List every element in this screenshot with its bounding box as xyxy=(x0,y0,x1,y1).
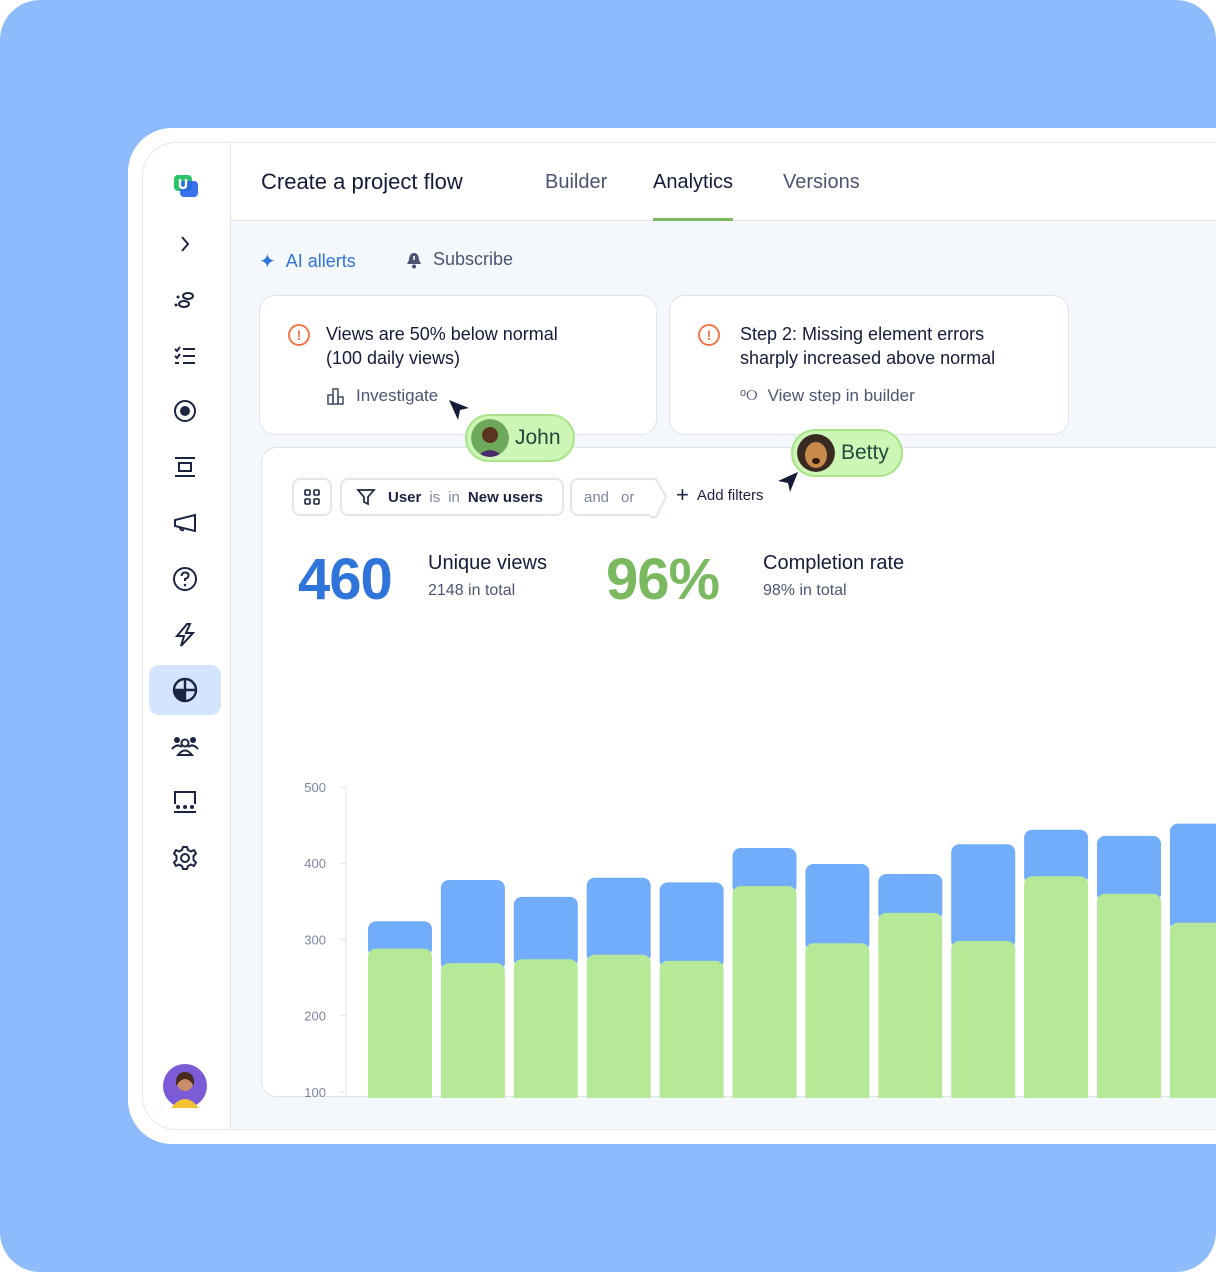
analytics-icon[interactable] xyxy=(149,665,221,716)
bar-segment-blue xyxy=(951,844,1016,950)
view-step-link[interactable]: ᵒ୦ View step in builder xyxy=(740,386,915,405)
tab-versions[interactable]: Versions xyxy=(783,171,860,193)
filter-user-pill[interactable]: User is in New users xyxy=(340,478,564,516)
bar-segment-blue xyxy=(659,882,724,969)
unique-views-total: 2148 in total xyxy=(428,582,516,599)
bar-segment-green xyxy=(1097,893,1161,1098)
bar-segment-blue xyxy=(586,877,651,963)
y-tick-label: 100 xyxy=(304,1085,326,1098)
bar-segment-blue xyxy=(368,921,432,957)
or-option[interactable]: or xyxy=(621,488,635,506)
warning-icon: ! xyxy=(288,324,310,346)
alert-text: Step 2: Missing element errors sharply in… xyxy=(740,324,996,368)
y-tick-label: 200 xyxy=(304,1009,326,1024)
bar-segment-green xyxy=(951,941,1016,1098)
and-or-toggle[interactable]: and or xyxy=(570,478,652,516)
bar-segment-green xyxy=(732,886,797,1098)
filter-value: New users xyxy=(467,488,543,506)
alert-card-views: ! Views are 50% below normal (100 daily v… xyxy=(259,295,657,435)
checklist-icon[interactable] xyxy=(149,331,221,381)
bar-segment-green xyxy=(659,960,724,1098)
bar-segment-green xyxy=(586,954,651,1098)
bar-segment-green xyxy=(805,943,870,1098)
help-icon[interactable] xyxy=(149,554,221,604)
users-icon[interactable] xyxy=(149,721,221,771)
subscribe-button[interactable]: Subscribe xyxy=(405,249,513,270)
app-window: Create a project flow Builder Analytics … xyxy=(142,142,1216,1130)
chevron-right-icon[interactable] xyxy=(149,219,221,269)
investigate-link[interactable]: Investigate xyxy=(326,386,438,406)
y-tick-label: 300 xyxy=(304,932,326,947)
bar-segment-blue xyxy=(1024,829,1089,885)
sidebar xyxy=(143,143,231,1129)
megaphone-icon[interactable] xyxy=(149,498,221,548)
unique-views-value: 460 xyxy=(298,547,393,612)
betty-name: Betty xyxy=(841,441,889,464)
cursor-betty-icon xyxy=(778,472,798,492)
collaborator-john: John xyxy=(465,414,575,462)
filter-icon xyxy=(356,489,376,506)
alert-card-errors: ! Step 2: Missing element errors sharply … xyxy=(669,295,1069,435)
bar-segment-blue xyxy=(513,896,578,968)
add-filters-button[interactable]: + Add filters xyxy=(676,482,764,507)
john-name: John xyxy=(515,426,561,449)
target-icon[interactable] xyxy=(149,386,221,436)
bar-segment-green xyxy=(1169,922,1216,1098)
footsteps-icon: ᵒ୦ xyxy=(740,387,758,404)
bar-segment-blue xyxy=(440,880,505,972)
ai-alerts-button[interactable]: ✦ AI allerts xyxy=(259,249,356,274)
header: Create a project flow Builder Analytics … xyxy=(231,143,1216,221)
john-avatar xyxy=(471,419,509,457)
tab-builder[interactable]: Builder xyxy=(545,171,608,193)
completion-rate-label: Completion rate xyxy=(763,552,905,574)
bar-segment-green xyxy=(1024,876,1089,1098)
bar-segment-green xyxy=(513,959,578,1098)
views-bar-chart: 0100200300400500Sep 21, 2025Oct 19, 2025… xyxy=(304,780,1216,1098)
plus-icon: + xyxy=(676,482,689,507)
bar-segment-green xyxy=(368,948,432,1098)
lightning-icon[interactable] xyxy=(149,610,221,660)
subscribe-label: Subscribe xyxy=(433,249,514,269)
betty-avatar xyxy=(797,434,835,472)
logo-icon[interactable] xyxy=(149,161,221,211)
audience-icon[interactable] xyxy=(149,777,221,827)
bar-chart-icon xyxy=(327,388,344,405)
filter-field: User xyxy=(388,488,422,506)
grid-icon xyxy=(304,489,320,505)
bar-segment-blue xyxy=(1097,835,1161,902)
y-tick-label: 500 xyxy=(304,780,326,795)
settings-icon[interactable] xyxy=(149,833,221,883)
bell-icon xyxy=(407,252,421,268)
add-filters-label: Add filters xyxy=(696,486,764,504)
sparkle-icon: ✦ xyxy=(259,251,276,273)
filter-op: is xyxy=(429,488,441,506)
footsteps-icon[interactable] xyxy=(149,275,221,325)
and-or-arrow xyxy=(650,478,668,518)
y-tick-label: 400 xyxy=(304,856,326,871)
bar-segment-blue xyxy=(732,848,797,895)
bar-segment-blue xyxy=(1169,823,1216,931)
warning-icon: ! xyxy=(698,324,720,346)
cursor-john-icon xyxy=(449,400,469,420)
tab-analytics[interactable]: Analytics xyxy=(653,171,734,221)
completion-rate-value: 96% xyxy=(606,547,720,612)
layout-toggle-button[interactable] xyxy=(292,478,332,516)
bar-segment-blue xyxy=(805,864,870,952)
banner-icon[interactable] xyxy=(149,442,221,492)
filter-op: in xyxy=(448,488,460,506)
completion-rate-total: 98% in total xyxy=(763,582,847,599)
and-option[interactable]: and xyxy=(584,488,610,506)
collaborator-betty: Betty xyxy=(791,429,903,477)
analytics-panel: User is in New users and or + Add filter… xyxy=(261,447,1216,1098)
bar-segment-green xyxy=(878,912,943,1098)
user-avatar[interactable] xyxy=(149,1061,221,1111)
unique-views-label: Unique views xyxy=(428,552,547,574)
ai-alerts-label: AI allerts xyxy=(285,251,356,271)
bar-segment-green xyxy=(440,963,505,1098)
page-title: Create a project flow xyxy=(261,169,463,194)
bar-segment-blue xyxy=(878,873,943,921)
alert-text: Views are 50% below normal (100 daily vie… xyxy=(326,324,558,368)
